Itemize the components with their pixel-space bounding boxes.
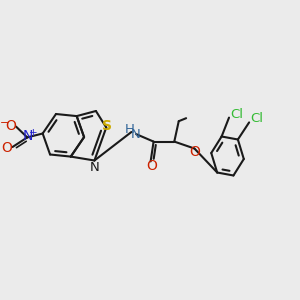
Text: N: N	[90, 160, 100, 174]
Text: Cl: Cl	[230, 107, 243, 121]
Text: N: N	[23, 130, 33, 143]
Text: O: O	[146, 159, 157, 173]
Text: O: O	[5, 119, 16, 133]
Text: O: O	[2, 141, 13, 154]
Text: H: H	[125, 123, 135, 136]
Text: +: +	[29, 128, 38, 138]
Text: O: O	[190, 145, 200, 159]
Text: S: S	[102, 119, 112, 133]
Text: N: N	[130, 128, 140, 141]
Text: −: −	[0, 118, 10, 128]
Text: Cl: Cl	[250, 112, 263, 125]
